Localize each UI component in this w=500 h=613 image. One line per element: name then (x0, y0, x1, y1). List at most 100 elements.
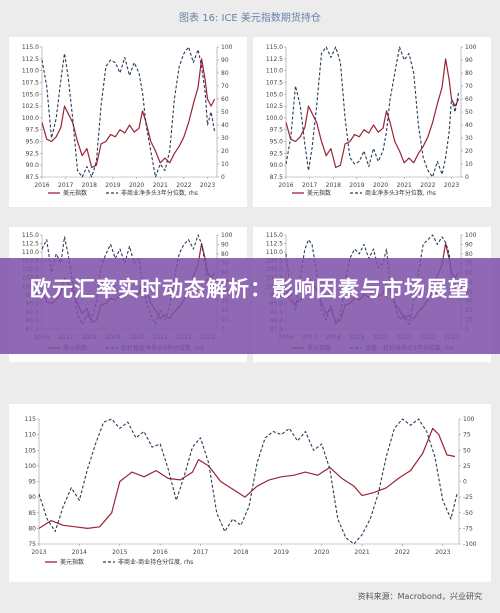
left-tick-label: 105.0 (22, 91, 39, 98)
chart-card-bottom: 115 110 105 100 95 90 85 80 75 100 75 50 25 0 -25 -50 -7… (9, 404, 491, 582)
right-tick-label: 80 (221, 251, 229, 258)
x-tick-label: 2022 (176, 182, 191, 189)
left-tick-label: 85 (28, 510, 36, 517)
legend-label-positioning: 非商业净多头3年分位数, rhs (121, 189, 198, 197)
right-tick-label: 0 (221, 174, 225, 181)
chart-top-right: 115.0 112.5 110.0 107.5 105.0 102.5 100.0 97.5 9… (266, 44, 477, 197)
series-line-positioning (285, 46, 460, 178)
x-tick-label: 2016 (153, 549, 168, 556)
left-tick-label: 112.5 (22, 56, 39, 63)
x-tick-label: 2021 (397, 182, 412, 189)
left-tick-label: 110.0 (266, 68, 283, 75)
x-tick-label: 2014 (72, 549, 87, 556)
left-tick-label: 95 (28, 479, 36, 486)
x-tick-label: 2020 (129, 182, 144, 189)
left-tick-label: 92.5 (270, 150, 284, 157)
series-line-usd-index (41, 58, 216, 169)
right-tick-label: 50 (463, 447, 471, 454)
right-tick-label: 90 (465, 241, 473, 248)
legend-label-usd-index: 美元指数 (307, 189, 331, 197)
x-tick-label: 2018 (233, 549, 248, 556)
left-tick-label: 110 (25, 432, 37, 439)
left-tick-label: 115.0 (266, 232, 283, 239)
series-line-positioning (41, 46, 216, 178)
left-tick-label: 90.0 (26, 162, 40, 169)
series-line-usd-index (38, 427, 456, 530)
x-tick-label: 2017 (193, 549, 208, 556)
left-tick-label: 112.5 (266, 241, 283, 248)
right-tick-label: 90 (465, 57, 473, 64)
x-tick-label: 2020 (314, 549, 329, 556)
left-tick-label: 90.0 (270, 162, 284, 169)
right-tick-label: 40 (465, 122, 473, 129)
right-tick-label: -25 (463, 494, 473, 501)
right-tick-label: 100 (221, 44, 233, 51)
chart-card-top-left: 115.0 112.5 110.0 107.5 105.0 102.5 100.0 97.5 9… (9, 37, 247, 207)
right-tick-label: 80 (221, 70, 229, 77)
legend-label-positioning: 非商业-商业持仓分位度, rhs (118, 558, 193, 566)
x-tick-label: 2019 (105, 182, 120, 189)
left-tick-label: 102.5 (266, 103, 283, 110)
left-tick-label: 95.0 (270, 139, 284, 146)
left-tick-label: 107.5 (22, 79, 39, 86)
left-tick-label: 87.5 (270, 174, 284, 181)
left-tick-label: 100.0 (22, 115, 39, 122)
left-tick-label: 110.0 (266, 249, 283, 256)
left-tick-label: 92.5 (26, 150, 40, 157)
x-tick-label: 2023 (444, 182, 459, 189)
x-tick-label: 2019 (274, 549, 289, 556)
right-tick-label: 60 (465, 96, 473, 103)
source-note: 资料来源：Macrobond，兴业研究 (357, 592, 482, 601)
page-title: 图表 16: ICE 美元指数期货持仓 (179, 13, 321, 24)
right-tick-label: 20 (465, 148, 473, 155)
chart-card-top-right: 115.0 112.5 110.0 107.5 105.0 102.5 100.0 97.5 9… (253, 37, 491, 207)
left-tick-label: 100.0 (266, 115, 283, 122)
left-tick-label: 115.0 (22, 232, 39, 239)
right-tick-label: 0 (465, 174, 469, 181)
right-tick-label: 60 (221, 96, 229, 103)
x-tick-label: 2021 (153, 182, 168, 189)
left-tick-label: 105 (25, 447, 37, 454)
x-tick-label: 2018 (82, 182, 97, 189)
chart-bottom: 115 110 105 100 95 90 85 80 75 100 75 50 25 0 -25 -50 -7… (25, 416, 477, 566)
x-tick-label: 2022 (395, 549, 410, 556)
right-tick-label: 20 (221, 148, 229, 155)
right-tick-label: 90 (221, 241, 229, 248)
right-tick-label: 90 (221, 57, 229, 64)
right-tick-label: -100 (463, 541, 477, 548)
left-tick-label: 100 (25, 463, 37, 470)
left-tick-label: 97.5 (270, 127, 284, 134)
right-tick-label: 25 (463, 463, 471, 470)
right-tick-label: 0 (463, 479, 467, 486)
legend-label-positioning: 商业净多头3年分位数, rhs (365, 189, 436, 197)
title-banner (0, 258, 500, 354)
legend-label-usd-index: 美元指数 (63, 189, 87, 197)
x-tick-label: 2013 (31, 549, 46, 556)
left-tick-label: 110.0 (22, 68, 39, 75)
x-tick-label: 2023 (435, 549, 450, 556)
right-tick-label: 100 (463, 416, 475, 423)
x-tick-label: 2016 (34, 182, 49, 189)
series-line-positioning (38, 418, 458, 545)
right-tick-label: 30 (221, 135, 229, 142)
right-tick-label: 75 (463, 432, 471, 439)
x-tick-label: 2016 (278, 182, 293, 189)
left-tick-label: 115 (25, 416, 37, 423)
left-tick-label: 75 (28, 541, 36, 548)
left-tick-label: 110.0 (22, 249, 39, 256)
right-tick-label: 100 (465, 232, 477, 239)
x-tick-label: 2023 (200, 182, 215, 189)
left-tick-label: 115.0 (266, 44, 283, 51)
x-tick-label: 2018 (326, 182, 341, 189)
left-tick-label: 112.5 (22, 241, 39, 248)
x-tick-label: 2022 (420, 182, 435, 189)
right-tick-label: 50 (221, 109, 229, 116)
right-tick-label: -75 (463, 525, 473, 532)
left-tick-label: 95.0 (26, 139, 40, 146)
right-tick-label: 80 (465, 70, 473, 77)
right-tick-label: 70 (465, 83, 473, 90)
left-tick-label: 105.0 (266, 91, 283, 98)
right-tick-label: 10 (221, 161, 229, 168)
right-tick-label: -50 (463, 510, 473, 517)
right-tick-label: 80 (465, 251, 473, 258)
